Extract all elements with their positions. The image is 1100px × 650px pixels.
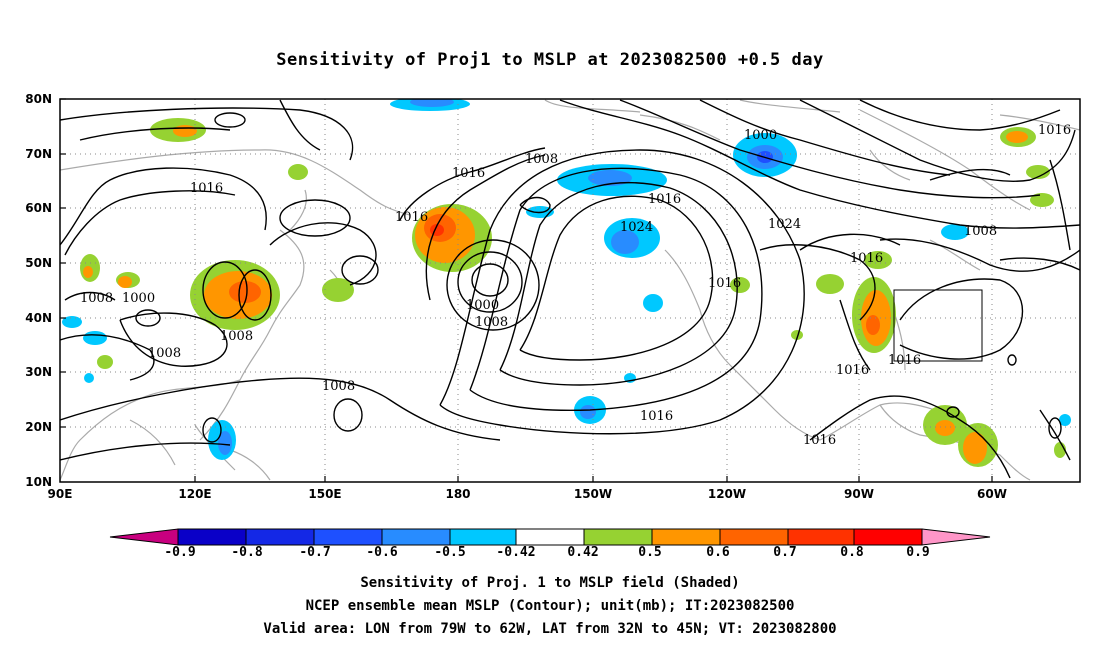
colorbar-swatch <box>515 528 585 546</box>
colorbar-high-arrow <box>921 528 991 546</box>
contour-label: 1016 <box>836 363 869 378</box>
contour-label: 1016 <box>1038 123 1071 138</box>
contour-label: 1016 <box>452 166 485 181</box>
contour-label: 1008 <box>220 329 253 344</box>
lat-tick-label: 80N <box>25 92 52 106</box>
colorbar-label: 0.42 <box>567 545 599 560</box>
lat-tick-label: 30N <box>25 365 52 379</box>
lon-tick-label: 90E <box>47 487 73 501</box>
colorbar-label: 0.7 <box>773 545 797 560</box>
colorbar-label: 0.5 <box>638 545 662 560</box>
lon-tick-label: 120W <box>707 487 747 501</box>
contour-label: 1000 <box>466 298 499 313</box>
colorbar <box>109 528 991 546</box>
contour-label: 1016 <box>648 192 681 207</box>
contour-label: 1016 <box>850 251 883 266</box>
colorbar-swatch <box>313 528 383 546</box>
contour-label: 1016 <box>190 181 223 196</box>
colorbar-low-arrow <box>109 528 179 546</box>
contour-label: 1008 <box>525 152 558 167</box>
contour-label: 1008 <box>964 224 997 239</box>
chart-title: Sensitivity of Proj1 to MSLP at 20230825… <box>276 50 824 70</box>
colorbar-swatch <box>449 528 517 546</box>
caption-contour: NCEP ensemble mean MSLP (Contour); unit(… <box>305 598 795 614</box>
axis-ticks <box>60 98 993 482</box>
contour-label: 1024 <box>768 217 801 232</box>
contour-label: 1008 <box>80 291 113 306</box>
contour-label: 1008 <box>322 379 355 394</box>
colorbar-label: -0.8 <box>231 545 263 560</box>
contour-label: 1000 <box>122 291 155 306</box>
valid-area-box <box>893 289 983 362</box>
lon-tick-label: 150E <box>308 487 342 501</box>
lon-tick-label: 60W <box>977 487 1007 501</box>
colorbar-label: -0.9 <box>164 545 196 560</box>
colorbar-label: -0.5 <box>434 545 466 560</box>
contour-label: 1016 <box>640 409 673 424</box>
lat-tick-label: 20N <box>25 420 52 434</box>
colorbar-swatch <box>853 528 923 546</box>
lat-tick-label: 70N <box>25 147 52 161</box>
map-frame <box>59 98 1081 483</box>
lat-tick-label: 10N <box>25 475 52 489</box>
lon-tick-label: 180 <box>445 487 471 501</box>
caption-valid-area: Valid area: LON from 79W to 62W, LAT fro… <box>263 621 837 637</box>
colorbar-label: -0.7 <box>299 545 331 560</box>
map-plot-area: 1008 1016 1016 1016 1008 1000 1016 1024 … <box>60 99 1080 482</box>
colorbar-swatch <box>583 528 653 546</box>
colorbar-swatch <box>177 528 247 546</box>
sensitivity-shading <box>62 99 1071 467</box>
colorbar-swatch <box>381 528 451 546</box>
colorbar-label: 0.8 <box>840 545 864 560</box>
contour-label: 1000 <box>744 128 777 143</box>
colorbar-label: -0.6 <box>366 545 398 560</box>
colorbar-label: 0.9 <box>906 545 930 560</box>
contour-label: 1016 <box>395 210 428 225</box>
lat-tick-label: 60N <box>25 201 52 215</box>
lon-tick-label: 150W <box>573 487 613 501</box>
graticule <box>60 99 1080 482</box>
lat-tick-label: 50N <box>25 256 52 270</box>
contour-label: 1024 <box>620 220 653 235</box>
contour-label: 1016 <box>708 276 741 291</box>
colorbar-swatch <box>245 528 315 546</box>
colorbar-swatch <box>651 528 721 546</box>
lon-tick-label: 120E <box>178 487 212 501</box>
lat-tick-label: 40N <box>25 311 52 325</box>
colorbar-swatch <box>719 528 789 546</box>
caption-shaded: Sensitivity of Proj. 1 to MSLP field (Sh… <box>360 575 740 591</box>
contour-label: 1016 <box>888 353 921 368</box>
colorbar-label: -0.42 <box>496 545 536 560</box>
mslp-contours <box>60 99 1080 479</box>
colorbar-swatch <box>787 528 855 546</box>
colorbar-label: 0.6 <box>706 545 730 560</box>
contour-label: 1008 <box>148 346 181 361</box>
contour-label: 1008 <box>475 315 508 330</box>
contour-label: 1016 <box>803 433 836 448</box>
lon-tick-label: 90W <box>844 487 874 501</box>
contour-labels: 1008 1016 1016 1016 1008 1000 1016 1024 … <box>80 123 1071 448</box>
